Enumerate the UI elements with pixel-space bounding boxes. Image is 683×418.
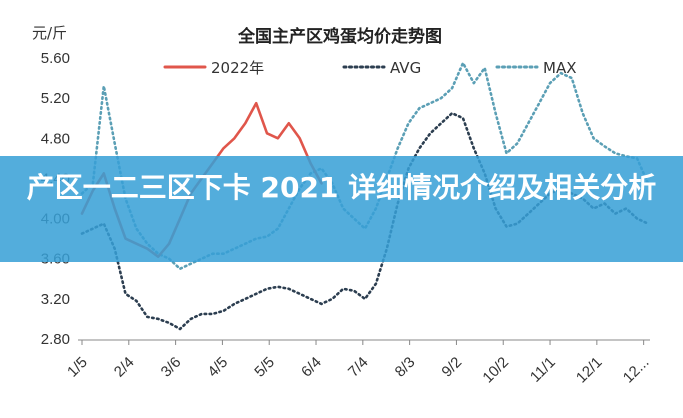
x-tick-label: 11/1 <box>527 354 559 386</box>
x-tick-label: 12/1 <box>573 354 606 387</box>
x-tick-label: 1/5 <box>64 354 91 381</box>
x-tick-label: 12... <box>620 354 653 387</box>
x-tick-label: 4/5 <box>204 354 231 381</box>
headline-banner: 产区一二三区下卡 2021 详细情况介绍及相关分析 <box>0 156 683 262</box>
x-tick-label: 10/2 <box>479 354 512 387</box>
x-tick-label: 5/5 <box>251 354 278 381</box>
chart-title: 全国主产区鸡蛋均价走势图 <box>237 26 442 47</box>
x-tick-label: 2/4 <box>111 354 138 381</box>
y-tick-label: 2.80 <box>41 331 70 348</box>
series-line-2 <box>80 61 650 271</box>
y-tick-label: 5.60 <box>41 50 70 67</box>
x-axis: 1/5 2/4 3/6 4/5 5/5 6/4 7/4 8/3 9/2 10/2 11/1 12/1 1… <box>64 339 653 387</box>
x-tick-label: 6/4 <box>298 354 325 381</box>
y-tick-label: 5.20 <box>41 90 70 107</box>
headline-text[interactable]: 产区一二三区下卡 2021 详细情况介绍及相关分析 <box>26 171 657 204</box>
x-tick-label: 3/6 <box>158 354 185 381</box>
y-tick-label: 4.80 <box>41 130 70 147</box>
legend-label: 2022年 <box>211 59 264 77</box>
y-tick-label: 3.20 <box>41 291 70 308</box>
chart-legend: 2022年 AVG MAX <box>163 59 576 77</box>
x-tick-label: 7/4 <box>345 354 372 381</box>
legend-label: AVG <box>390 59 421 77</box>
y-axis-unit-label: 元/斤 <box>32 24 67 42</box>
legend-label: MAX <box>543 59 576 77</box>
x-tick-label: 9/2 <box>438 354 465 381</box>
x-tick-label: 8/3 <box>392 354 419 381</box>
